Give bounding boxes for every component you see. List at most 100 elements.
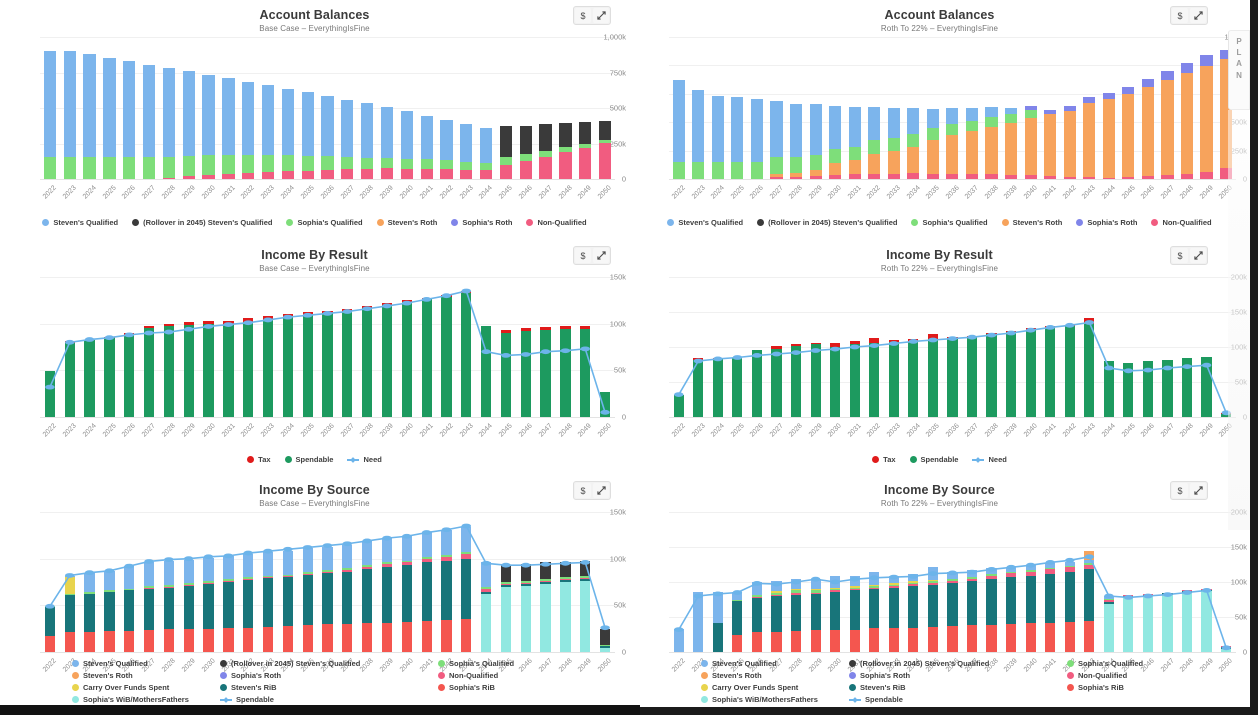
bar-column[interactable] — [1216, 512, 1236, 652]
bar-column[interactable] — [767, 512, 787, 652]
bar-column[interactable] — [556, 37, 576, 179]
bar-column[interactable] — [962, 37, 982, 179]
bar-column[interactable] — [982, 277, 1002, 417]
bar-column[interactable] — [728, 277, 748, 417]
bar-column[interactable] — [258, 37, 278, 179]
bar-column[interactable] — [337, 512, 357, 652]
legend-item[interactable]: Sophia's Roth — [451, 218, 512, 227]
legend-item[interactable]: Sophia's Qualified — [438, 659, 598, 668]
bar-column[interactable] — [417, 37, 437, 179]
bar-column[interactable] — [199, 512, 219, 652]
legend-item[interactable]: Sophia's Roth — [849, 671, 1059, 680]
bar-column[interactable] — [1138, 37, 1158, 179]
bar-column[interactable] — [337, 277, 357, 417]
bar-column[interactable] — [747, 512, 767, 652]
bar-column[interactable] — [845, 512, 865, 652]
bar-column[interactable] — [218, 37, 238, 179]
bar-column[interactable] — [258, 277, 278, 417]
bar-column[interactable] — [298, 277, 318, 417]
expand-icon[interactable] — [593, 8, 609, 23]
bar-column[interactable] — [595, 512, 615, 652]
legend-item[interactable]: Spendable — [909, 455, 958, 464]
bar-column[interactable] — [437, 512, 457, 652]
bar-column[interactable] — [536, 512, 556, 652]
bar-column[interactable] — [199, 37, 219, 179]
expand-icon[interactable] — [1190, 248, 1206, 263]
bar-column[interactable] — [397, 277, 417, 417]
bar-column[interactable] — [357, 277, 377, 417]
bar-column[interactable] — [80, 512, 100, 652]
legend-item[interactable]: (Rollover in 2045) Steven's Qualified — [132, 218, 272, 227]
bar-column[interactable] — [1099, 512, 1119, 652]
bar-column[interactable] — [1021, 37, 1041, 179]
bar-column[interactable] — [943, 37, 963, 179]
legend-item[interactable]: Spendable — [220, 695, 430, 704]
bar-column[interactable] — [806, 277, 826, 417]
bar-column[interactable] — [884, 277, 904, 417]
bar-column[interactable] — [99, 37, 119, 179]
bar-column[interactable] — [119, 277, 139, 417]
bar-column[interactable] — [437, 277, 457, 417]
bar-column[interactable] — [904, 37, 924, 179]
bar-column[interactable] — [1060, 277, 1080, 417]
legend-item[interactable]: Sophia's Qualified — [286, 218, 363, 227]
currency-toggle-button[interactable]: $ — [1172, 8, 1188, 23]
legend-item[interactable]: Need — [972, 455, 1007, 464]
legend-item[interactable]: Steven's RiB — [220, 683, 430, 692]
bar-column[interactable] — [556, 512, 576, 652]
legend-item[interactable]: Steven's Roth — [376, 218, 437, 227]
legend-item[interactable]: Need — [347, 455, 382, 464]
bar-column[interactable] — [1177, 37, 1197, 179]
bar-column[interactable] — [179, 37, 199, 179]
bar-column[interactable] — [1119, 277, 1139, 417]
bar-column[interactable] — [923, 277, 943, 417]
legend-item[interactable]: Sophia's RiB — [1067, 683, 1227, 692]
currency-toggle-button[interactable]: $ — [575, 248, 591, 263]
bar-column[interactable] — [40, 37, 60, 179]
bar-column[interactable] — [60, 37, 80, 179]
bar-column[interactable] — [40, 277, 60, 417]
bar-column[interactable] — [923, 512, 943, 652]
bar-column[interactable] — [708, 37, 728, 179]
legend-item[interactable]: Sophia's RiB — [438, 683, 598, 692]
legend-item[interactable]: Sophia's WiB/MothersFathers — [701, 695, 841, 704]
bar-column[interactable] — [238, 277, 258, 417]
bar-column[interactable] — [689, 277, 709, 417]
bar-column[interactable] — [747, 277, 767, 417]
bar-column[interactable] — [199, 277, 219, 417]
bar-column[interactable] — [60, 277, 80, 417]
bar-column[interactable] — [708, 512, 728, 652]
bar-column[interactable] — [318, 37, 338, 179]
bar-column[interactable] — [80, 277, 100, 417]
bar-column[interactable] — [377, 277, 397, 417]
bar-column[interactable] — [747, 37, 767, 179]
bar-column[interactable] — [278, 512, 298, 652]
bar-column[interactable] — [139, 37, 159, 179]
bar-column[interactable] — [298, 512, 318, 652]
bar-column[interactable] — [1079, 277, 1099, 417]
legend-item[interactable]: Steven's Roth — [701, 671, 841, 680]
bar-column[interactable] — [904, 277, 924, 417]
bar-column[interactable] — [786, 512, 806, 652]
bar-column[interactable] — [845, 277, 865, 417]
bar-column[interactable] — [456, 37, 476, 179]
bar-column[interactable] — [337, 37, 357, 179]
bar-column[interactable] — [159, 277, 179, 417]
legend-item[interactable]: Non-Qualified — [1151, 218, 1212, 227]
bar-column[interactable] — [1158, 277, 1178, 417]
bar-column[interactable] — [139, 512, 159, 652]
legend-item[interactable]: Steven's Qualified — [72, 659, 212, 668]
legend-item[interactable]: Sophia's Qualified — [911, 218, 988, 227]
bar-column[interactable] — [786, 277, 806, 417]
bar-column[interactable] — [1177, 277, 1197, 417]
bar-column[interactable] — [278, 37, 298, 179]
expand-icon[interactable] — [1190, 483, 1206, 498]
bar-column[interactable] — [417, 277, 437, 417]
bar-column[interactable] — [669, 277, 689, 417]
bar-column[interactable] — [536, 277, 556, 417]
currency-toggle-button[interactable]: $ — [1172, 248, 1188, 263]
legend-item[interactable]: Steven's RiB — [849, 683, 1059, 692]
currency-toggle-button[interactable]: $ — [575, 8, 591, 23]
bar-column[interactable] — [456, 277, 476, 417]
bar-column[interactable] — [708, 277, 728, 417]
